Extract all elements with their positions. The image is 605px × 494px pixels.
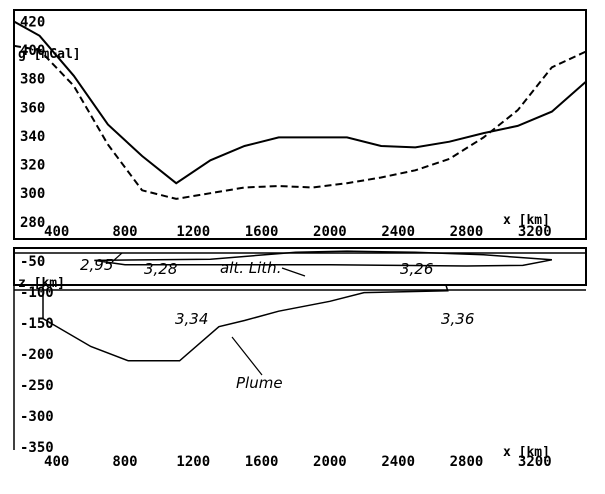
density-label-3-26: 3,26 [400, 260, 433, 278]
density-label-3-34: 3,34 [175, 310, 208, 328]
model-y-tick-label: -250 [20, 378, 54, 394]
model-y-tick-label: -300 [20, 409, 54, 425]
gravity-y-tick-label: 300 [20, 186, 45, 202]
gravity-y-tick-label: 340 [20, 129, 45, 145]
gravity-dashed-curve [13, 44, 587, 200]
gravity-y-tick-label: 420 [20, 14, 45, 30]
gravity-x-tick-labels: 400 800 1200 1600 2000 2400 2800 3200 [44, 224, 552, 240]
gravity-x-tick-label: 3200 [518, 224, 552, 240]
density-label-3-36: 3,36 [441, 310, 474, 328]
gravity-x-tick-label: 400 [44, 224, 69, 240]
model-x-tick-label: 1600 [245, 454, 279, 470]
model-y-axis-label: z [km] [18, 276, 65, 291]
model-y-tick-labels: -50 -100 -150 -200 -250 -300 -350 [20, 254, 54, 456]
model-x-tick-label: 2400 [381, 454, 415, 470]
gravity-x-tick-label: 2000 [313, 224, 347, 240]
model-x-tick-labels: 400 800 1200 1600 2000 2400 2800 3200 [44, 454, 552, 470]
gravity-x-tick-label: 1200 [176, 224, 210, 240]
model-y-tick-label: -350 [20, 440, 54, 456]
gravity-solid-curve [13, 20, 587, 185]
model-x-tick-label: 2000 [313, 454, 347, 470]
model-x-tick-label: 400 [44, 454, 69, 470]
gravity-x-tick-label: 1600 [245, 224, 279, 240]
gravity-y-tick-label: 380 [20, 72, 45, 88]
gravity-y-tick-label: 320 [20, 158, 45, 174]
model-x-tick-label: 800 [112, 454, 137, 470]
model-y-tick-label: -100 [20, 285, 54, 301]
plume-label: Plume [236, 374, 283, 392]
alt-lith-leader-line [281, 267, 306, 277]
gravity-y-axis-label: g [mGal] [18, 47, 81, 62]
model-x-tick-label: 3200 [518, 454, 552, 470]
gravity-x-tick-label: 2800 [450, 224, 484, 240]
model-y-tick-label: -200 [20, 347, 54, 363]
gravity-panel-frame [13, 9, 587, 240]
density-label-2-95: 2,95 [80, 256, 113, 274]
alt-lith-body-outline [94, 250, 553, 267]
gravity-x-tick-label: 800 [112, 224, 137, 240]
plume-body-outline [42, 284, 449, 362]
lith-left-leader-line [111, 252, 123, 263]
density-label-3-28: 3,28 [144, 260, 177, 278]
plume-leader-line [231, 336, 263, 376]
model-x-axis-label: x [km] [503, 445, 550, 460]
alt-lith-label: alt. Lith. [220, 259, 281, 277]
gravity-y-tick-label: 280 [20, 215, 45, 231]
gravity-x-tick-label: 2400 [381, 224, 415, 240]
model-x-tick-label: 1200 [176, 454, 210, 470]
model-y-tick-label: -50 [20, 254, 45, 270]
gravity-panel: 420 400 380 360 340 320 300 280 400 800 1200 1600 2… [13, 9, 587, 240]
gravity-y-tick-label: 360 [20, 100, 45, 116]
model-y-tick-label: -150 [20, 316, 54, 332]
model-panel: -50 -100 -150 -200 -250 -300 -350 400 800 1200 16… [13, 247, 587, 470]
model-x-tick-label: 2800 [450, 454, 484, 470]
gravity-x-axis-label: x [km] [503, 213, 550, 228]
